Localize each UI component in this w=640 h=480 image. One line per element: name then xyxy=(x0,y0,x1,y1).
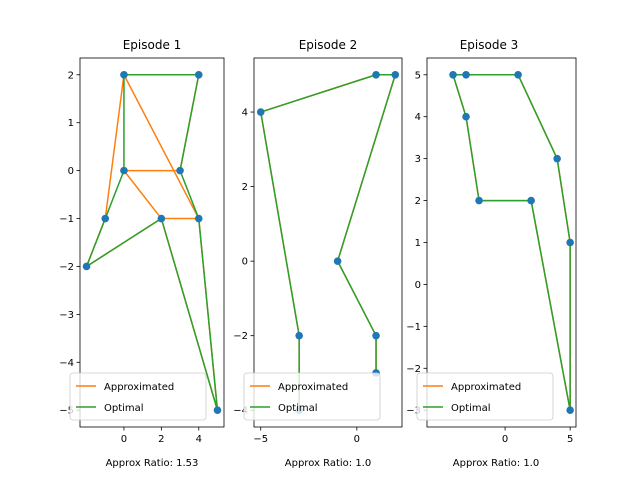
legend-label-approximated: Approximated xyxy=(278,382,348,393)
scatter-point xyxy=(82,262,91,271)
legend-label-optimal: Optimal xyxy=(104,403,144,414)
legend-label-optimal: Optimal xyxy=(278,403,318,414)
y-tick-label: 1 xyxy=(415,238,421,249)
y-tick-label: −3 xyxy=(406,406,421,417)
scatter-point xyxy=(527,196,535,205)
subplot-title: Episode 3 xyxy=(460,38,519,52)
y-tick-label: 3 xyxy=(415,154,421,165)
scatter-point xyxy=(176,166,184,175)
subplot-episode-3: Episode 3 Approx Ratio: 1.0 0 5 −3 −2 −1 0 1 2 3… xyxy=(406,38,577,469)
legend-label-optimal: Optimal xyxy=(451,403,491,414)
scatter-point xyxy=(120,70,128,79)
y-tick-label: 4 xyxy=(415,112,421,123)
legend: Approximated Optimal xyxy=(416,372,554,421)
scatter-point xyxy=(213,406,222,415)
y-tick-label: −2 xyxy=(59,262,74,273)
scatter-point xyxy=(295,331,303,340)
y-tick-label: 0 xyxy=(242,257,248,268)
scatter-point xyxy=(566,238,574,247)
y-tick-label: −4 xyxy=(59,358,74,369)
y-tick-label: 4 xyxy=(242,108,248,119)
series-line-optimal xyxy=(85,74,219,411)
x-axis-label: Approx Ratio: 1.0 xyxy=(453,458,539,469)
scatter-point xyxy=(120,166,128,175)
plot-area xyxy=(82,70,222,415)
legend: Approximated Optimal xyxy=(69,372,207,421)
y-tick-label: −3 xyxy=(59,310,74,321)
x-tick-label: −5 xyxy=(253,434,268,445)
y-tick-label: −1 xyxy=(59,214,74,225)
scatter-point xyxy=(514,70,522,79)
legend-label-approximated: Approximated xyxy=(451,382,521,393)
scatter-point xyxy=(566,406,574,415)
axes-frame xyxy=(79,57,225,428)
scatter-point xyxy=(553,154,561,163)
subplot-title: Episode 1 xyxy=(123,38,182,52)
x-tick-label: 2 xyxy=(158,434,164,445)
legend-box xyxy=(416,372,554,421)
plot-area xyxy=(449,70,574,415)
legend-box xyxy=(69,372,207,421)
y-tick-label: 2 xyxy=(415,196,421,207)
scatter-point xyxy=(194,214,203,223)
subplot-episode-1: Episode 1 Approx Ratio: 1.53 0 2 4 −5 −4 −3 −2… xyxy=(59,38,225,469)
scatter-point xyxy=(391,70,400,79)
y-tick-label: −5 xyxy=(59,406,74,417)
y-tick-label: 0 xyxy=(415,280,421,291)
x-tick-label: 0 xyxy=(502,434,508,445)
scatter-point xyxy=(333,257,342,265)
x-tick-label: 0 xyxy=(354,434,360,445)
subplot-episode-2: Episode 2 Approx Ratio: 1.0 −5 0 −4 −2 0 2 4 Ap… xyxy=(233,38,403,469)
y-tick-label: −1 xyxy=(406,322,421,333)
y-tick-label: −4 xyxy=(233,406,248,417)
y-tick-label: −2 xyxy=(406,364,421,375)
subplot-title: Episode 2 xyxy=(299,38,358,52)
scatter-point xyxy=(256,108,265,116)
scatter-point xyxy=(462,70,470,79)
legend-box xyxy=(243,372,381,421)
y-tick-label: 2 xyxy=(242,182,248,193)
x-tick-label: 5 xyxy=(567,434,573,445)
scatter-point xyxy=(194,70,203,79)
axes-frame xyxy=(253,57,403,428)
series-line-optimal xyxy=(259,74,397,411)
legend: Approximated Optimal xyxy=(243,372,381,421)
scatter-point xyxy=(462,112,470,121)
series-line-optimal xyxy=(452,74,572,412)
x-tick-label: 4 xyxy=(196,434,202,445)
scatter-point xyxy=(372,70,380,79)
y-tick-label: 0 xyxy=(68,166,74,177)
x-axis-label: Approx Ratio: 1.53 xyxy=(106,458,199,469)
x-axis-label: Approx Ratio: 1.0 xyxy=(285,458,371,469)
scatter-point xyxy=(372,331,380,340)
scatter-point xyxy=(475,196,483,205)
scatter-point xyxy=(449,70,457,79)
y-tick-label: 1 xyxy=(68,118,74,129)
y-tick-label: 5 xyxy=(415,70,421,81)
legend-label-approximated: Approximated xyxy=(104,382,174,393)
x-tick-label: 0 xyxy=(121,434,127,445)
scatter-point xyxy=(101,214,110,223)
y-tick-label: −2 xyxy=(233,331,248,342)
scatter-point xyxy=(157,214,166,223)
y-tick-label: 2 xyxy=(68,70,74,81)
